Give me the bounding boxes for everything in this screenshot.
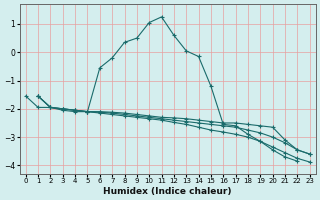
X-axis label: Humidex (Indice chaleur): Humidex (Indice chaleur) <box>103 187 232 196</box>
